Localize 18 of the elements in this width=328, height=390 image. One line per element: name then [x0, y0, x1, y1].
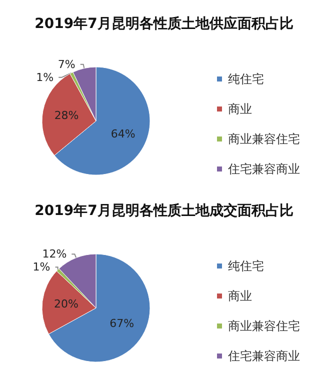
data-label: 7% — [58, 58, 76, 71]
data-label: 64% — [110, 127, 136, 140]
legend-label: 商业 — [228, 289, 252, 303]
legend-label: 纯住宅 — [228, 259, 264, 273]
legend-label: 住宅兼容商业 — [227, 162, 300, 176]
legend-label: 商业兼容住宅 — [228, 132, 300, 146]
data-label: 12% — [42, 248, 67, 261]
data-label: 20% — [54, 298, 78, 311]
data-label: 1% — [32, 260, 50, 274]
data-label: 67% — [110, 316, 134, 330]
chart-title: 2019年7月昆明各性质土地供应面积占比 — [34, 15, 294, 32]
legend-label: 商业 — [228, 102, 252, 116]
legend-label: 住宅兼容商业 — [227, 349, 300, 363]
chart-title: 2019年7月昆明各性质土地成交面积占比 — [34, 202, 294, 219]
legend-label: 纯住宅 — [228, 72, 264, 86]
legend-label: 商业兼容住宅 — [228, 319, 300, 333]
data-label: 28% — [54, 108, 79, 122]
data-label: 1% — [36, 70, 54, 84]
